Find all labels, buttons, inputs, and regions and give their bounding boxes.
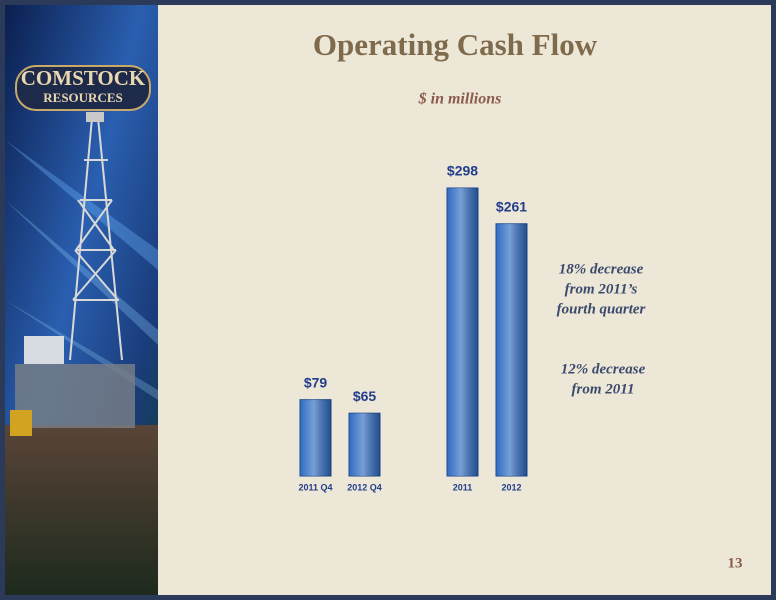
bar	[348, 412, 381, 477]
annotation: from 2011’s	[565, 281, 638, 297]
x-tick-label: 2011	[453, 482, 473, 492]
annotation: 12% decrease	[561, 361, 646, 377]
value-label: $79	[304, 374, 328, 390]
annotation: 18% decrease	[559, 261, 644, 277]
value-label: $298	[447, 163, 478, 179]
x-tick-label: 2011 Q4	[298, 482, 332, 492]
subtitle: $ in millions	[418, 91, 502, 108]
bar	[299, 399, 332, 477]
page-number: 13	[728, 555, 743, 571]
x-tick-label: 2012 Q4	[347, 482, 382, 492]
annotation: fourth quarter	[557, 301, 646, 317]
logo-line1: COMSTOCK	[21, 66, 146, 90]
annotation: from 2011	[572, 381, 635, 397]
value-label: $65	[353, 388, 377, 404]
chart-title: Operating Cash Flow	[313, 27, 598, 62]
logo-line2: RESOURCES	[43, 90, 122, 105]
logo: COMSTOCK RESOURCES	[15, 65, 151, 111]
bar	[495, 223, 528, 477]
bar	[446, 187, 479, 477]
x-tick-label: 2012	[501, 482, 521, 492]
value-label: $261	[496, 198, 527, 214]
